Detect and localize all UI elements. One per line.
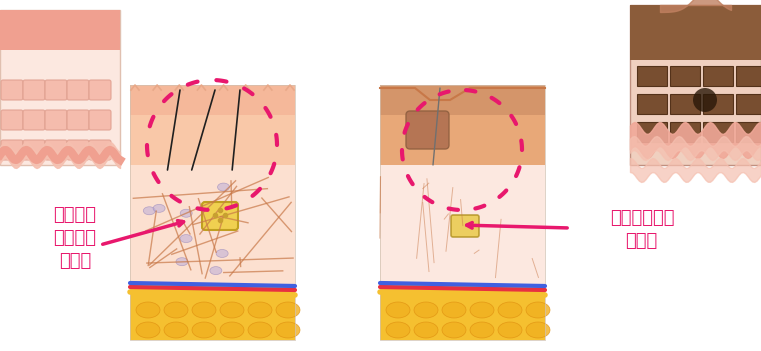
FancyBboxPatch shape (736, 66, 761, 86)
FancyBboxPatch shape (637, 66, 667, 86)
Ellipse shape (136, 302, 160, 318)
Ellipse shape (414, 322, 438, 338)
FancyBboxPatch shape (670, 122, 700, 142)
FancyBboxPatch shape (637, 94, 667, 114)
Ellipse shape (526, 302, 550, 318)
Ellipse shape (180, 209, 193, 217)
Ellipse shape (192, 302, 216, 318)
FancyBboxPatch shape (703, 94, 733, 114)
Ellipse shape (386, 302, 410, 318)
Bar (130, 85, 295, 340)
Ellipse shape (176, 258, 188, 266)
FancyBboxPatch shape (67, 80, 89, 100)
FancyBboxPatch shape (1, 110, 23, 130)
FancyBboxPatch shape (406, 111, 449, 149)
FancyBboxPatch shape (23, 140, 45, 160)
FancyBboxPatch shape (1, 80, 23, 100)
Ellipse shape (218, 183, 230, 191)
Circle shape (693, 88, 717, 112)
Ellipse shape (386, 322, 410, 338)
FancyBboxPatch shape (45, 80, 67, 100)
Ellipse shape (248, 322, 272, 338)
Text: 肌断面: 肌断面 (625, 232, 658, 250)
FancyBboxPatch shape (451, 215, 479, 237)
FancyBboxPatch shape (45, 110, 67, 130)
Ellipse shape (164, 302, 188, 318)
Ellipse shape (210, 267, 222, 274)
FancyBboxPatch shape (0, 10, 120, 165)
Ellipse shape (248, 302, 272, 318)
Bar (380, 85, 545, 340)
Ellipse shape (136, 322, 160, 338)
FancyBboxPatch shape (202, 202, 238, 230)
FancyBboxPatch shape (0, 10, 120, 50)
Ellipse shape (192, 322, 216, 338)
Ellipse shape (470, 302, 494, 318)
Ellipse shape (164, 322, 188, 338)
Ellipse shape (526, 322, 550, 338)
Text: 健康的な: 健康的な (53, 229, 97, 247)
FancyBboxPatch shape (630, 5, 761, 165)
FancyBboxPatch shape (130, 285, 295, 340)
Text: 若々しい: 若々しい (53, 206, 97, 224)
Text: 肌断面: 肌断面 (59, 252, 91, 270)
FancyBboxPatch shape (89, 110, 111, 130)
FancyBboxPatch shape (1, 140, 23, 160)
Ellipse shape (220, 302, 244, 318)
FancyBboxPatch shape (380, 165, 545, 285)
Ellipse shape (470, 322, 494, 338)
FancyBboxPatch shape (23, 110, 45, 130)
Ellipse shape (498, 302, 522, 318)
Ellipse shape (442, 302, 466, 318)
FancyBboxPatch shape (67, 110, 89, 130)
FancyBboxPatch shape (703, 66, 733, 86)
FancyBboxPatch shape (380, 285, 545, 340)
FancyBboxPatch shape (703, 122, 733, 142)
FancyBboxPatch shape (45, 140, 67, 160)
Ellipse shape (220, 322, 244, 338)
FancyBboxPatch shape (736, 122, 761, 142)
Ellipse shape (276, 302, 300, 318)
Ellipse shape (153, 204, 165, 212)
FancyBboxPatch shape (130, 115, 295, 165)
Ellipse shape (180, 234, 192, 243)
FancyBboxPatch shape (23, 80, 45, 100)
FancyBboxPatch shape (380, 115, 545, 165)
FancyBboxPatch shape (380, 85, 545, 115)
Ellipse shape (442, 322, 466, 338)
Ellipse shape (414, 302, 438, 318)
Text: 年齢を重ねた: 年齢を重ねた (610, 209, 674, 227)
Ellipse shape (498, 322, 522, 338)
Ellipse shape (276, 322, 300, 338)
FancyBboxPatch shape (130, 85, 295, 115)
FancyBboxPatch shape (89, 80, 111, 100)
FancyBboxPatch shape (736, 94, 761, 114)
FancyBboxPatch shape (670, 94, 700, 114)
FancyBboxPatch shape (89, 140, 111, 160)
FancyBboxPatch shape (670, 66, 700, 86)
FancyBboxPatch shape (630, 5, 761, 60)
FancyBboxPatch shape (637, 122, 667, 142)
Ellipse shape (216, 250, 228, 258)
Ellipse shape (143, 207, 155, 215)
FancyBboxPatch shape (67, 140, 89, 160)
FancyBboxPatch shape (130, 165, 295, 285)
